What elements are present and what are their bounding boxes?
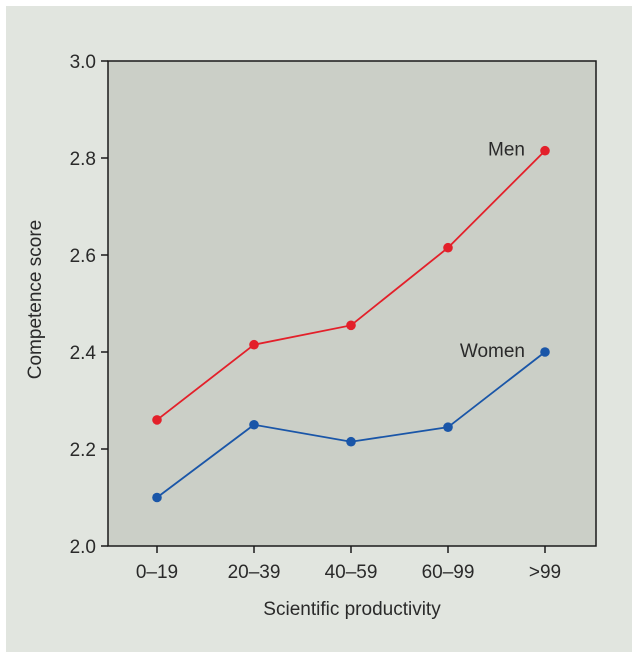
women-series-label: Women: [460, 341, 525, 362]
y-tick-label: 2.2: [70, 440, 96, 461]
x-tick-label: 40–59: [325, 562, 378, 583]
men-data-point: [249, 339, 259, 350]
x-axis-ticks: 0–19 20–39 40–59 60–99 >99: [136, 546, 561, 583]
women-data-point: [152, 492, 162, 503]
y-axis-title: Competence score: [25, 220, 46, 379]
men-series-label: Men: [488, 140, 525, 161]
men-data-point: [540, 145, 550, 156]
x-axis-title: Scientific productivity: [263, 599, 441, 620]
women-data-point: [249, 419, 259, 430]
men-data-point: [443, 242, 453, 253]
x-tick-label: 20–39: [228, 562, 281, 583]
x-tick-label: >99: [529, 562, 561, 583]
y-tick-label: 3.0: [70, 52, 96, 73]
men-data-point: [346, 320, 356, 331]
y-tick-label: 2.6: [70, 246, 96, 267]
series-layer: Men Women: [152, 140, 550, 503]
x-tick-label: 0–19: [136, 562, 178, 583]
plot-area: [107, 60, 597, 547]
men-data-point: [152, 415, 162, 425]
y-tick-label: 2.0: [70, 537, 96, 558]
x-tick-label: 60–99: [422, 562, 475, 583]
women-data-point: [443, 422, 453, 432]
women-data-point: [540, 347, 550, 357]
y-tick-label: 2.8: [70, 149, 96, 170]
y-tick-label: 2.4: [70, 343, 97, 364]
y-axis-ticks: 2.0 2.2 2.4 2.6 2.8 3.0: [70, 52, 108, 558]
women-data-point: [346, 436, 356, 447]
